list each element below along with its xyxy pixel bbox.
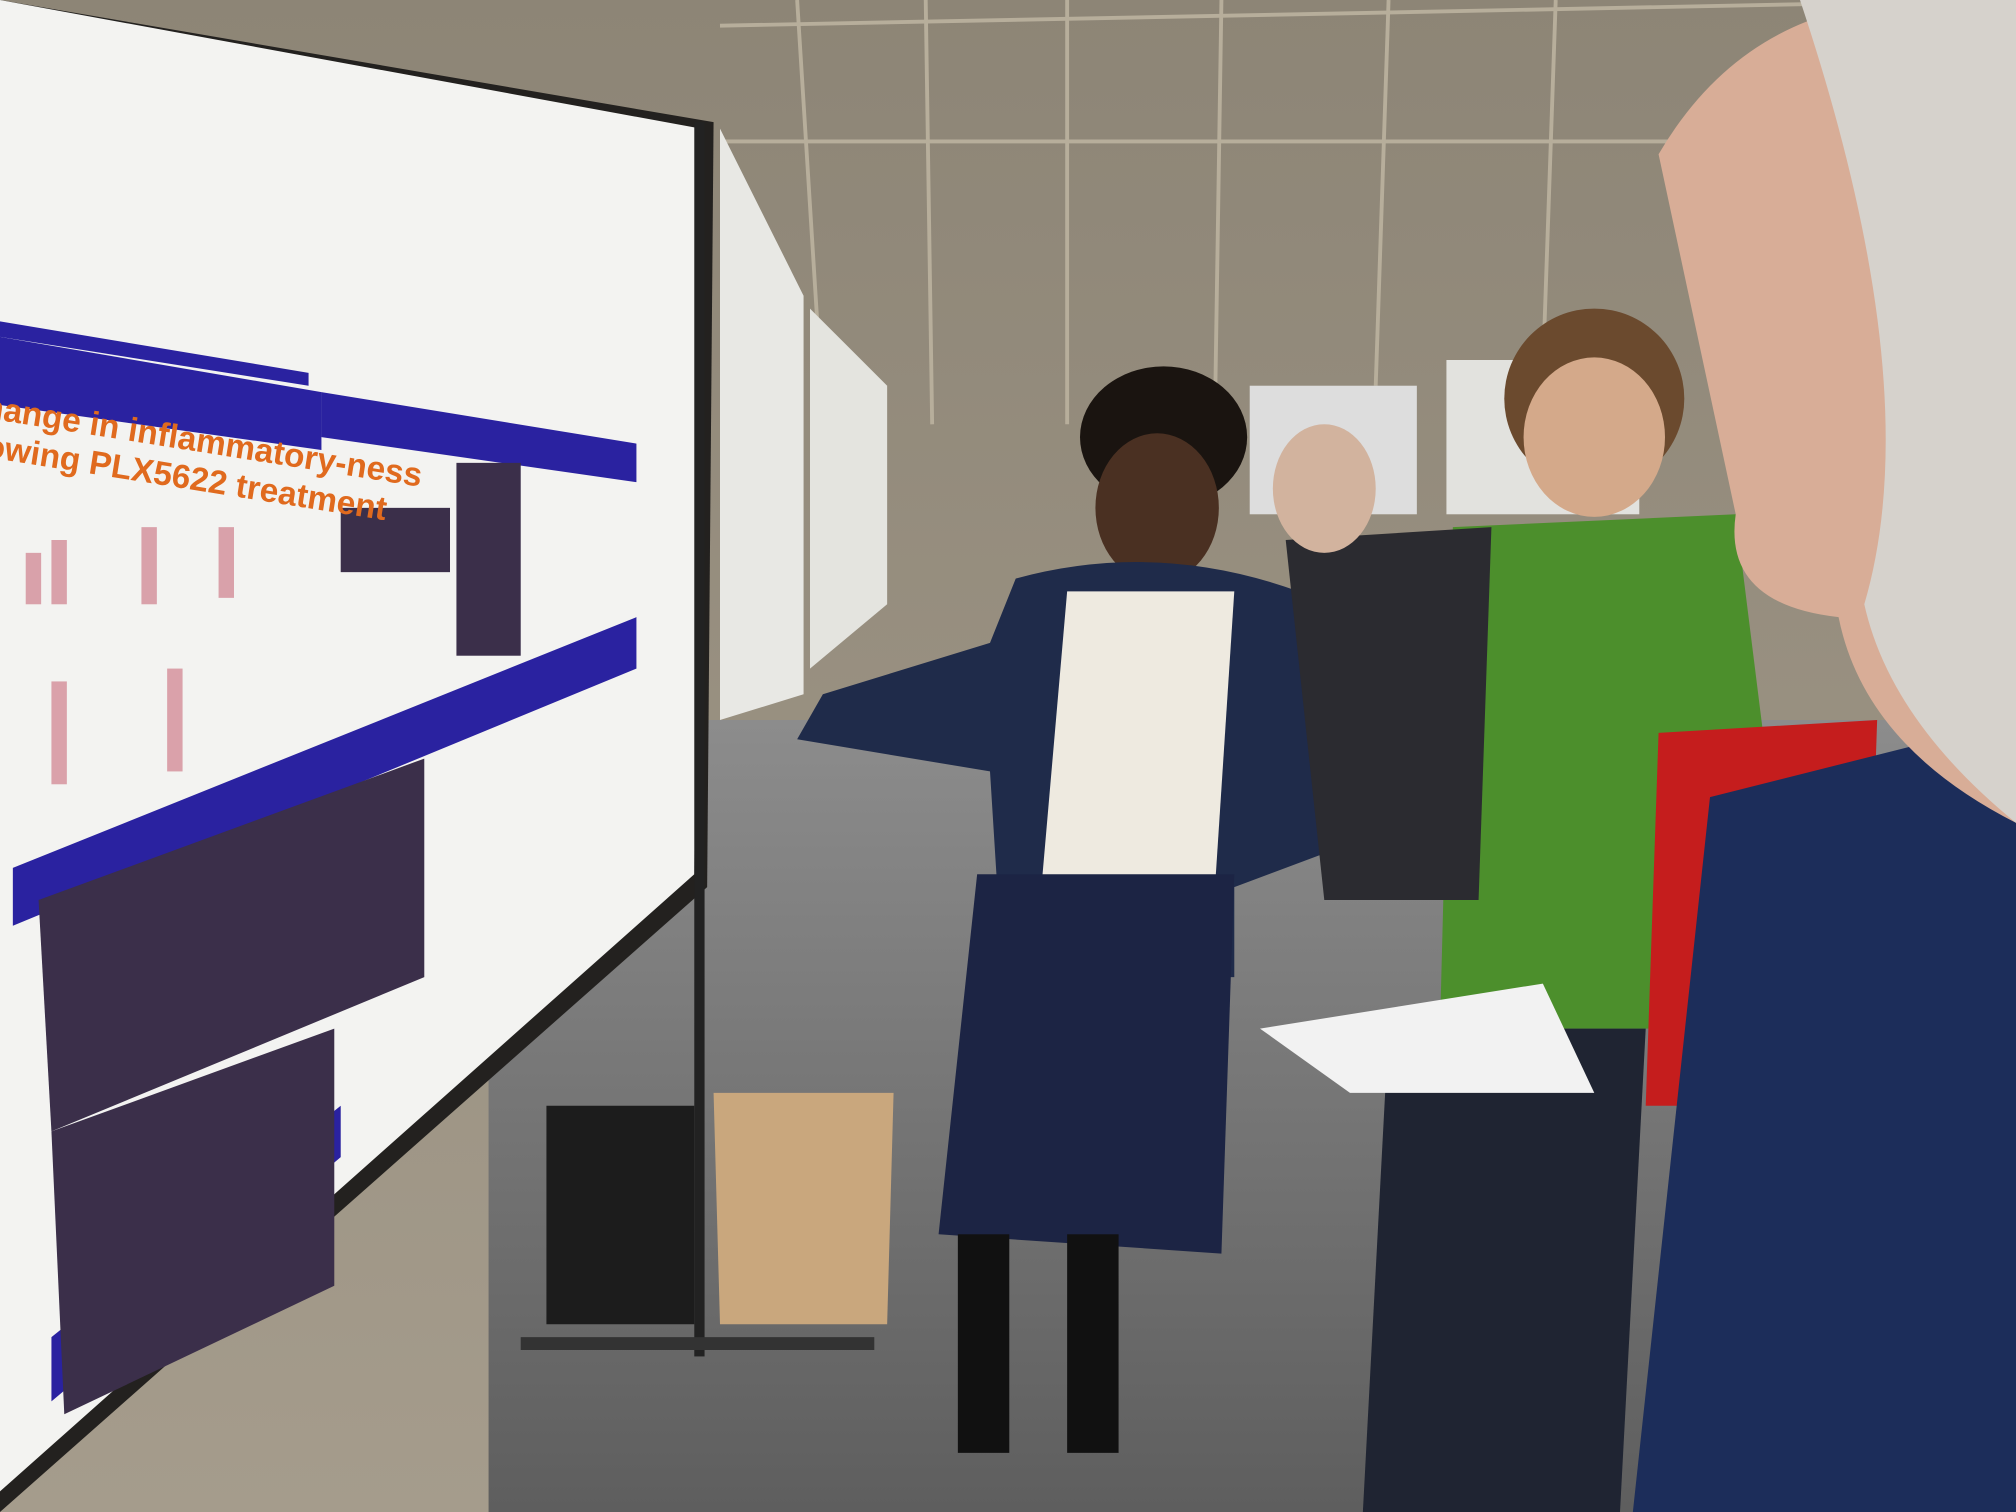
board-foot (520, 1337, 875, 1350)
poster-images (38, 462, 521, 1415)
board-leg (694, 122, 705, 1357)
tote-bag (713, 1092, 894, 1325)
bag (546, 1105, 695, 1325)
attendees (1260, 0, 2016, 1512)
presenter (797, 366, 1338, 1453)
wall-panels (719, 0, 2016, 425)
poster-bars (25, 527, 234, 785)
